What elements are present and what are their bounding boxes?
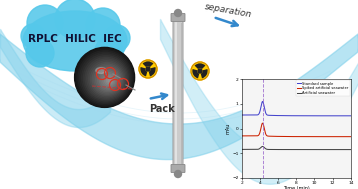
Artificial seawater xyxy=(304,148,308,151)
Circle shape xyxy=(174,170,182,177)
Standard sample xyxy=(240,114,244,116)
Spiked artificial seawater xyxy=(349,136,353,138)
Text: separation: separation xyxy=(204,2,252,20)
Wedge shape xyxy=(201,69,208,78)
Spiked artificial seawater xyxy=(268,135,272,137)
Circle shape xyxy=(82,54,130,102)
Artificial seawater xyxy=(259,146,263,149)
Circle shape xyxy=(101,73,116,88)
Y-axis label: mAu: mAu xyxy=(226,123,231,134)
Ellipse shape xyxy=(23,11,127,71)
Circle shape xyxy=(78,51,132,105)
Artificial seawater xyxy=(261,145,265,148)
Spiked artificial seawater xyxy=(261,122,265,124)
Text: Pack: Pack xyxy=(149,104,175,114)
Ellipse shape xyxy=(96,67,106,74)
Circle shape xyxy=(83,56,129,101)
Standard sample xyxy=(322,115,326,117)
Circle shape xyxy=(98,69,118,90)
Circle shape xyxy=(76,49,134,106)
Line: Standard sample: Standard sample xyxy=(242,101,351,116)
Circle shape xyxy=(94,66,121,93)
X-axis label: Time (min): Time (min) xyxy=(283,186,310,189)
Standard sample xyxy=(259,105,263,108)
Standard sample xyxy=(268,114,272,116)
Circle shape xyxy=(139,60,157,78)
Circle shape xyxy=(103,74,115,86)
Spiked artificial seawater xyxy=(313,136,317,138)
Line: Artificial seawater: Artificial seawater xyxy=(242,146,351,149)
Circle shape xyxy=(27,5,63,41)
Spiked artificial seawater xyxy=(240,135,244,137)
Wedge shape xyxy=(195,63,205,69)
Circle shape xyxy=(86,8,120,42)
FancyBboxPatch shape xyxy=(171,13,185,22)
FancyBboxPatch shape xyxy=(173,19,183,167)
Circle shape xyxy=(80,56,90,66)
Circle shape xyxy=(100,71,117,89)
Circle shape xyxy=(91,63,124,95)
Standard sample xyxy=(289,115,293,117)
Circle shape xyxy=(106,78,112,84)
Artificial seawater xyxy=(240,148,244,150)
Artificial seawater xyxy=(268,148,272,151)
Circle shape xyxy=(174,9,182,16)
FancyBboxPatch shape xyxy=(171,164,185,173)
Circle shape xyxy=(80,52,131,103)
Circle shape xyxy=(96,67,120,91)
Circle shape xyxy=(191,62,209,80)
Circle shape xyxy=(85,57,127,99)
Circle shape xyxy=(146,67,150,71)
Standard sample xyxy=(313,115,317,117)
Spiked artificial seawater xyxy=(322,136,326,138)
Circle shape xyxy=(90,77,95,81)
Artificial seawater xyxy=(313,148,317,151)
Artificial seawater xyxy=(349,148,353,151)
Spiked artificial seawater xyxy=(259,127,263,129)
Spiked artificial seawater xyxy=(289,136,293,138)
Wedge shape xyxy=(149,67,156,76)
Circle shape xyxy=(21,24,45,48)
Wedge shape xyxy=(140,67,147,76)
Circle shape xyxy=(55,0,95,39)
Artificial seawater xyxy=(289,148,293,151)
Circle shape xyxy=(89,61,125,97)
Circle shape xyxy=(26,39,54,67)
Circle shape xyxy=(105,76,114,85)
Line: Spiked artificial seawater: Spiked artificial seawater xyxy=(242,123,351,137)
Circle shape xyxy=(108,79,111,82)
Standard sample xyxy=(349,115,353,117)
Circle shape xyxy=(92,64,122,94)
Circle shape xyxy=(86,67,92,74)
Circle shape xyxy=(74,47,135,107)
Wedge shape xyxy=(142,61,154,67)
Circle shape xyxy=(87,59,126,98)
Artificial seawater xyxy=(322,148,326,151)
Spiked artificial seawater xyxy=(304,136,308,138)
Legend: Standard sample, Spiked artificial seawater, Artificial seawater: Standard sample, Spiked artificial seawa… xyxy=(296,81,350,96)
Standard sample xyxy=(261,100,265,103)
Circle shape xyxy=(95,37,123,65)
Wedge shape xyxy=(192,69,199,78)
Text: RPLC  HILIC  IEC: RPLC HILIC IEC xyxy=(28,34,122,44)
Circle shape xyxy=(104,25,130,51)
Circle shape xyxy=(198,69,202,73)
Standard sample xyxy=(304,115,308,117)
